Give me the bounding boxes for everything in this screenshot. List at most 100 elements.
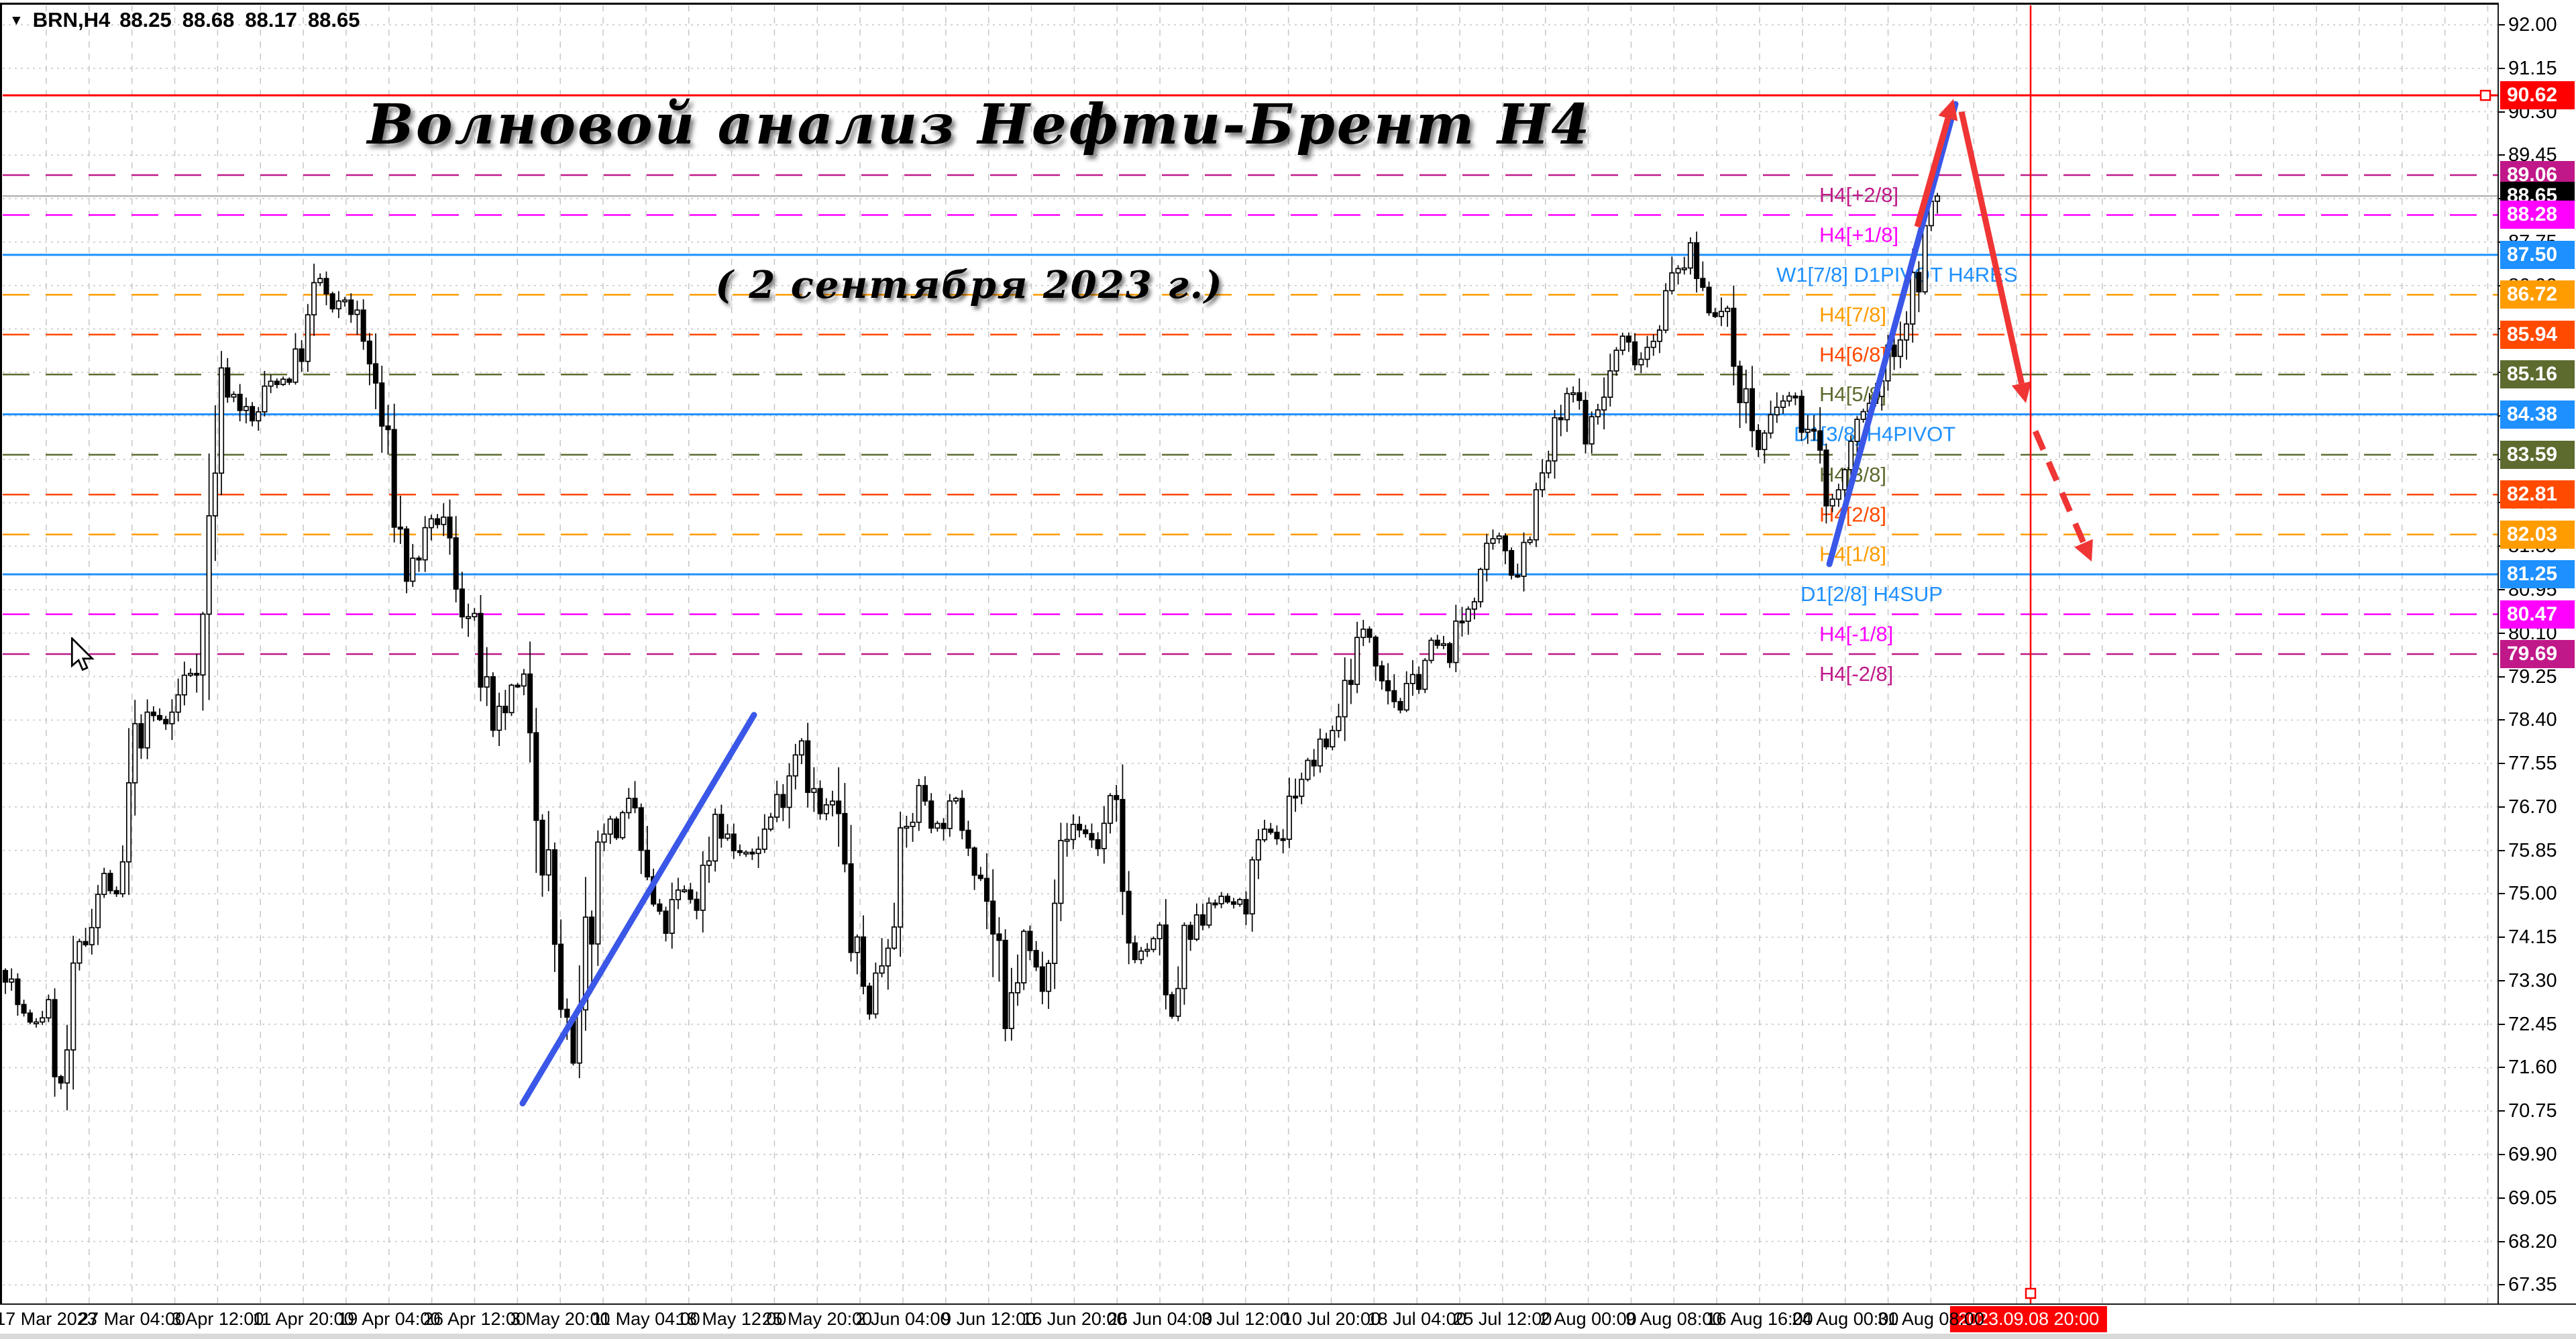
bear-candle — [1324, 738, 1330, 748]
y-tick-mark — [2499, 67, 2505, 69]
bull-candle — [891, 926, 898, 949]
bear-candle — [1027, 930, 1033, 951]
y-tick-label: 77.55 — [2508, 753, 2557, 775]
bull-candle — [1428, 639, 1434, 661]
bull-candle — [947, 800, 953, 829]
time-axis[interactable]: 2023.09.08 20:00 17 Mar 2023 27 Mar 04:00… — [0, 1305, 2576, 1334]
murrey-level-label: H4[2/8] — [1819, 502, 1886, 526]
trendline — [1826, 101, 1959, 568]
bull-candle — [1484, 542, 1490, 570]
y-tick-label: 72.45 — [2508, 1013, 2557, 1035]
bear-candle — [867, 985, 873, 1015]
price-levels — [3, 94, 2498, 655]
y-tick-label: 68.20 — [2508, 1230, 2557, 1252]
arrowhead — [1938, 99, 1958, 121]
y-tick-mark — [2499, 719, 2505, 721]
time-label: 26 Jun 04:00 — [1108, 1309, 1213, 1329]
bull-candle — [811, 788, 817, 793]
y-tick-mark — [2499, 979, 2505, 981]
bull-candle — [1601, 396, 1607, 411]
bear-candle — [694, 898, 700, 911]
bull-candle — [1521, 541, 1527, 577]
bull-candle — [1533, 489, 1539, 541]
bull-candle — [792, 754, 798, 777]
bear-candle — [1243, 899, 1249, 915]
y-tick-mark — [2499, 1023, 2505, 1025]
arrowhead — [2074, 539, 2093, 562]
bear-candle — [527, 673, 533, 734]
bear-candle — [941, 822, 947, 829]
bull-candle — [620, 812, 626, 839]
bull-candle — [712, 814, 718, 862]
bull-candle — [1150, 938, 1157, 951]
bear-candle — [663, 910, 669, 934]
bull-candle — [1181, 924, 1187, 989]
bull-candle — [1490, 538, 1496, 544]
price-tag: 85.94 — [2500, 320, 2575, 349]
bull-candle — [280, 378, 286, 385]
price-tag: 86.72 — [2500, 280, 2575, 309]
arrowhead — [2011, 381, 2032, 403]
bull-candle — [1786, 395, 1792, 402]
bull-candle — [1644, 346, 1650, 360]
bull-candle — [885, 947, 891, 967]
bull-candle — [675, 889, 681, 900]
time-label: 27 Mar 04:00 — [78, 1309, 186, 1329]
bull-candle — [132, 722, 138, 784]
bull-candle — [1607, 370, 1613, 398]
bear-candle — [1348, 680, 1354, 686]
bear-candle — [1385, 680, 1391, 692]
bull-candle — [1743, 388, 1749, 403]
bear-candle — [1033, 950, 1039, 968]
bear-candle — [52, 999, 58, 1077]
bear-candle — [515, 684, 521, 688]
bull-candle — [601, 833, 607, 843]
bear-candle — [397, 526, 403, 530]
window-left-border — [0, 3, 2, 1303]
bull-candle — [521, 673, 527, 687]
bear-candle — [2, 969, 9, 983]
bear-candle — [1706, 286, 1712, 314]
time-label: 19 Apr 04:00 — [337, 1309, 441, 1329]
y-tick-label: 91.15 — [2508, 57, 2557, 79]
bull-candle — [76, 941, 83, 964]
bear-candle — [564, 1008, 570, 1018]
vline-date-tag: 2023.09.08 20:00 — [1949, 1306, 2108, 1332]
bear-candle — [1169, 994, 1175, 1017]
bear-candle — [1515, 574, 1521, 578]
bear-candle — [1502, 535, 1508, 551]
murrey-level-label: H4[+2/8] — [1819, 183, 1898, 207]
symbol-dropdown-icon[interactable]: ▼ — [9, 12, 23, 28]
bull-candle — [125, 782, 132, 863]
bear-candle — [1274, 831, 1280, 840]
mouse-cursor-icon — [70, 637, 95, 672]
trendline — [519, 712, 757, 1107]
bull-candle — [95, 894, 101, 928]
bull-candle — [1540, 472, 1546, 490]
price-axis[interactable]: 92.0091.1590.3089.4588.6087.7586.9086.05… — [2499, 0, 2576, 1303]
price-chart-canvas[interactable]: H4[+2/8] H4[+1/8] W1[7/8] D1PIVOT H4RES H4[… — [0, 0, 2498, 1303]
bull-candle — [1045, 963, 1052, 992]
bear-candle — [688, 889, 694, 900]
bull-candle — [311, 282, 317, 316]
bull-candle — [761, 828, 767, 850]
bull-candle — [101, 873, 107, 896]
bear-candle — [107, 873, 113, 892]
bull-candle — [305, 314, 311, 362]
bull-candle — [786, 775, 792, 808]
price-tag: 87.50 — [2500, 240, 2575, 269]
bear-candle — [1120, 798, 1126, 892]
bull-candle — [1768, 414, 1774, 434]
bull-candle — [626, 798, 632, 814]
bear-candle — [805, 740, 811, 793]
bull-candle — [441, 516, 447, 525]
bear-candle — [836, 800, 842, 814]
bull-candle — [169, 711, 175, 725]
bear-candle — [385, 425, 391, 431]
chart-subtitle: ( 2 сентября 2023 г.) — [715, 263, 1224, 307]
bear-candle — [150, 711, 156, 716]
bull-candle — [1064, 839, 1070, 842]
bull-candle — [1144, 949, 1150, 952]
bear-candle — [1700, 278, 1706, 288]
